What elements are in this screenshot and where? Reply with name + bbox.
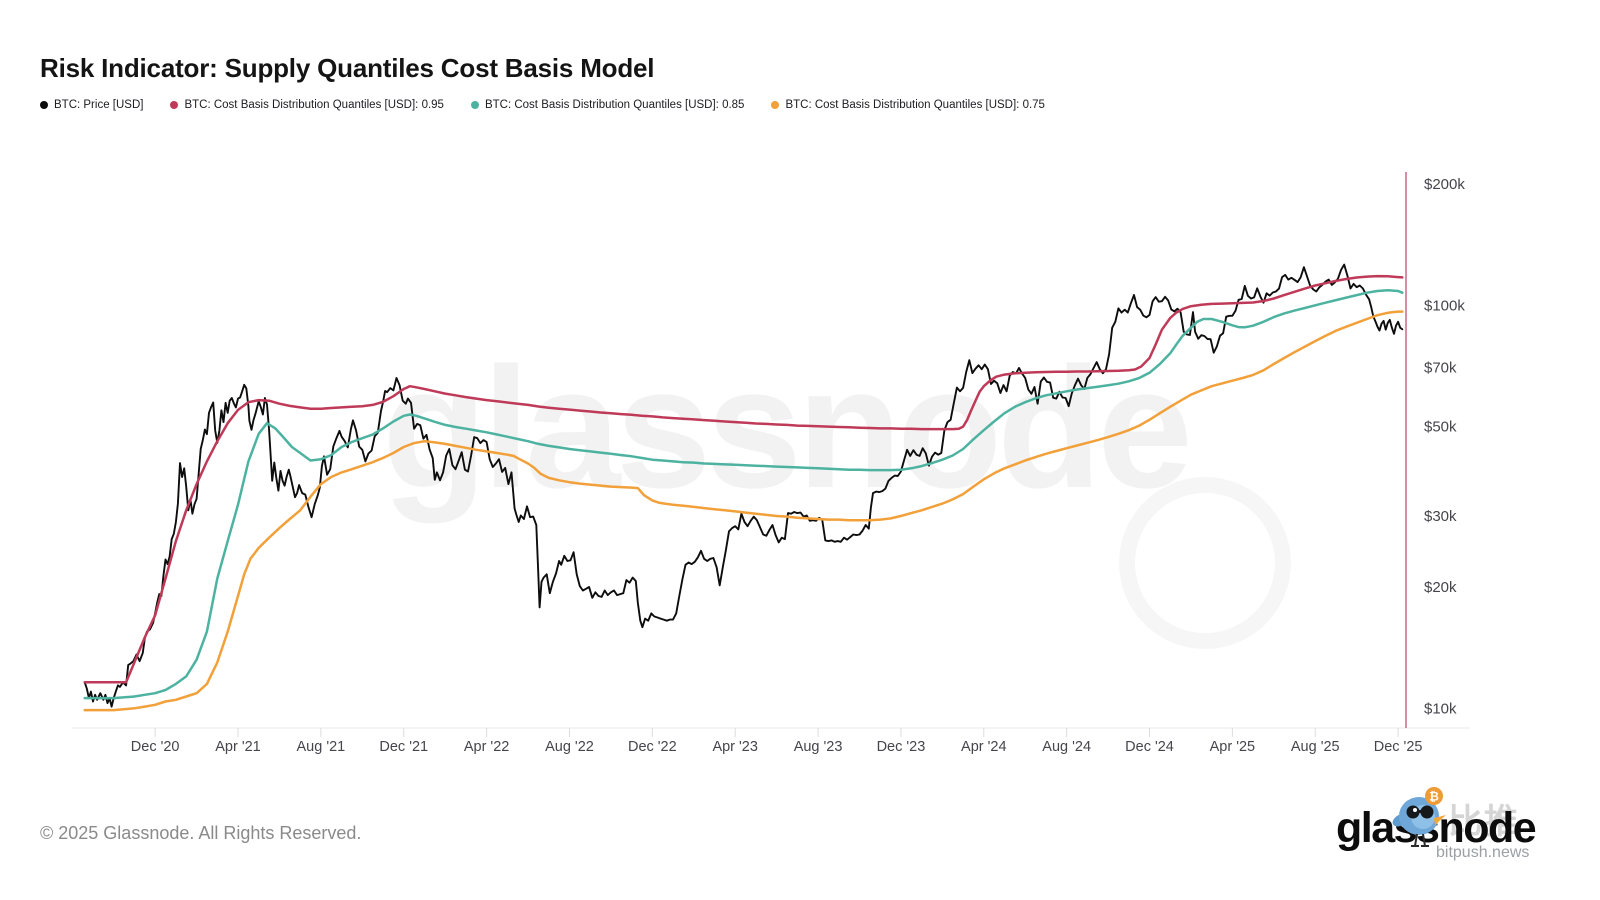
quantile-095-legend-dot-icon: [170, 101, 179, 109]
quantile-095-line[interactable]: [83, 274, 1404, 684]
x-tick-label: Aug '22: [545, 739, 594, 755]
y-tick-label: $100k: [1424, 297, 1465, 314]
quantile-075-line[interactable]: [83, 310, 1404, 712]
quantile-075-legend-dot-icon: [771, 101, 780, 109]
svg-text:₿: ₿: [1429, 790, 1439, 804]
bitpush-bird-icon: ₿: [1392, 787, 1446, 847]
bitpush-ring-watermark: [1127, 485, 1283, 641]
x-tick-label: Aug '24: [1042, 739, 1091, 755]
x-tick-label: Aug '21: [297, 739, 346, 755]
x-tick-label: Apr '23: [712, 739, 758, 755]
x-tick-label: Apr '21: [215, 739, 261, 755]
y-tick-label: $30k: [1424, 508, 1457, 525]
glassnode-bitpush-logo: 比推 glassnode ₿ bitpush.news: [1330, 787, 1580, 878]
bitcoin-badge-icon: [1425, 787, 1443, 805]
legend-item-quantile-085[interactable]: BTC: Cost Basis Distribution Quantiles […: [470, 99, 745, 111]
x-tick-label: Aug '25: [1291, 739, 1340, 755]
y-tick-label: $10k: [1424, 700, 1457, 717]
copyright-notice: © 2025 Glassnode. All Rights Reserved.: [40, 823, 362, 843]
bitpush-cjk-watermark: 比推: [1448, 803, 1520, 841]
legend-label: BTC: Price [USD]: [54, 99, 144, 111]
glassnode-watermark: glassnode: [382, 332, 1188, 524]
x-tick-label: Dec '24: [1125, 739, 1174, 755]
y-tick-label: $200k: [1424, 176, 1465, 193]
x-tick-label: Dec '21: [379, 739, 428, 755]
x-tick-label: Dec '23: [877, 739, 926, 755]
legend-item-btc-price[interactable]: BTC: Price [USD]: [40, 99, 143, 111]
x-tick-label: Dec '25: [1374, 739, 1423, 755]
bitpush-news-label: bitpush.news: [1436, 844, 1530, 861]
x-tick-label: Apr '22: [464, 739, 510, 755]
price-legend-dot-icon: [40, 101, 48, 109]
x-tick-label: Aug '23: [794, 739, 843, 755]
y-tick-label: $20k: [1424, 579, 1457, 596]
quantile-085-line[interactable]: [83, 288, 1404, 700]
legend-item-quantile-095[interactable]: BTC: Cost Basis Distribution Quantiles […: [170, 99, 444, 111]
x-tick-label: Dec '20: [131, 739, 180, 755]
page-title: Risk Indicator: Supply Quantiles Cost Ba…: [40, 53, 655, 84]
quantile-085-legend-dot-icon: [470, 101, 479, 109]
legend-label: BTC: Cost Basis Distribution Quantiles […: [184, 99, 444, 111]
x-tick-label: Dec '22: [628, 739, 677, 755]
y-tick-label: $50k: [1424, 419, 1457, 436]
legend-label: BTC: Cost Basis Distribution Quantiles […: [785, 99, 1045, 111]
legend-label: BTC: Cost Basis Distribution Quantiles […: [484, 99, 745, 111]
x-tick-label: Apr '25: [1210, 739, 1256, 755]
btc-price-line[interactable]: [83, 263, 1404, 708]
x-tick-label: Apr '24: [961, 739, 1007, 755]
y-tick-label: $70k: [1424, 360, 1457, 377]
legend-item-quantile-075[interactable]: BTC: Cost Basis Distribution Quantiles […: [771, 99, 1045, 111]
legend: BTC: Price [USD] BTC: Cost Basis Distrib…: [40, 99, 1045, 111]
